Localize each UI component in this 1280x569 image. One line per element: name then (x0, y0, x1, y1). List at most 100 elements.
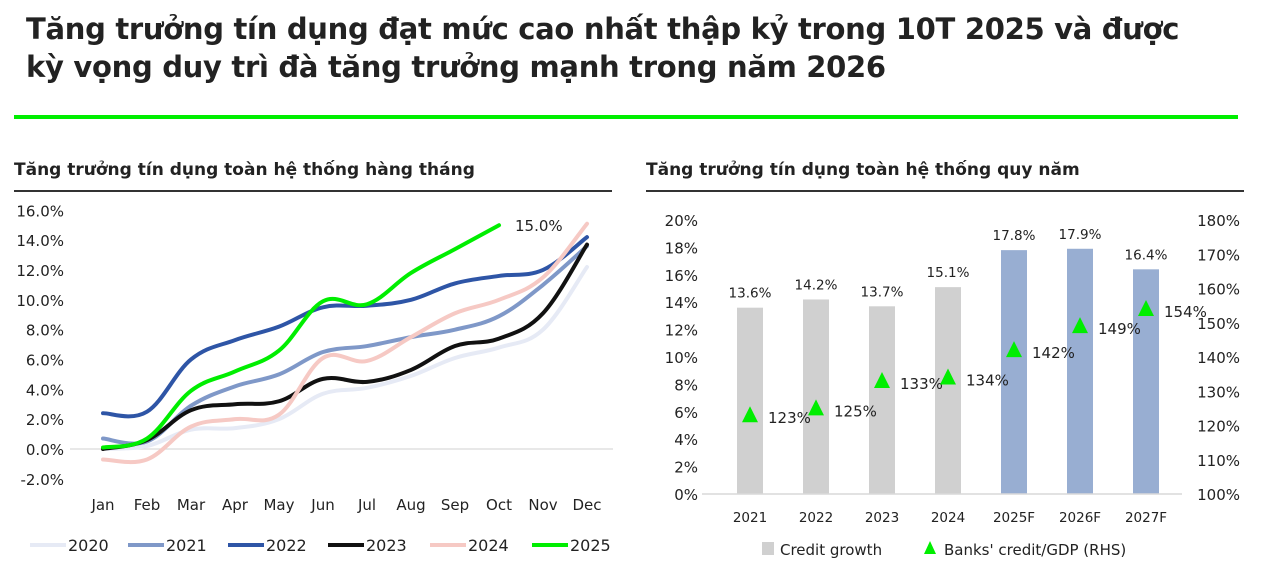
x-axis-tick-label: Nov (528, 496, 557, 514)
x-axis-tick-label: Feb (134, 496, 161, 514)
x-axis-tick-label: Jul (357, 496, 376, 514)
credit-gdp-value-label: 125% (834, 402, 877, 420)
left-chart-title: Tăng trưởng tín dụng toàn hệ thống hàng … (14, 160, 475, 180)
right-chart-title: Tăng trưởng tín dụng toàn hệ thống quy n… (646, 160, 1080, 180)
legend-credit-growth-swatch (762, 542, 774, 555)
bar-value-label: 17.9% (1059, 227, 1102, 243)
x-axis-tick-label: Apr (222, 496, 249, 514)
page-title-line-2: kỳ vọng duy trì đà tăng trưởng mạnh tron… (26, 50, 886, 84)
left-axis-tick-label: 16% (665, 267, 698, 285)
annual-credit-growth-bar-chart: 20% 18% 16% 14% 12% 10% 8% 6% 4% 2% 0% 180% 170% 160%… (665, 212, 1240, 559)
credit-gdp-triangle-marker (940, 368, 956, 385)
x-axis-category-label: 2023 (865, 510, 899, 526)
right-axis-tick-label: 150% (1197, 315, 1240, 333)
legend-label: 2022 (266, 536, 307, 555)
x-axis-category-label: 2027F (1125, 510, 1167, 526)
credit-gdp-value-label: 134% (966, 372, 1009, 390)
legend-label: 2021 (166, 536, 207, 555)
y-axis-tick-label: 16.0% (16, 202, 64, 220)
x-axis-tick-label: May (263, 496, 294, 514)
bar-value-label: 17.8% (993, 228, 1036, 244)
credit-gdp-triangle-marker (1006, 341, 1022, 358)
credit-growth-bar (737, 307, 763, 494)
x-axis-category-label: 2022 (799, 510, 833, 526)
page-title-line-1: Tăng trưởng tín dụng đạt mức cao nhất th… (26, 12, 1180, 46)
bar-value-label: 16.4% (1125, 247, 1168, 263)
y-axis-tick-label: 0.0% (26, 441, 64, 459)
credit-growth-bar (1001, 250, 1027, 494)
x-axis-tick-label: Aug (396, 496, 425, 514)
legend-label: 2024 (468, 536, 509, 555)
x-axis-category-label: 2025F (993, 510, 1035, 526)
series-line-2022 (101, 235, 589, 419)
right-axis-tick-label: 120% (1197, 418, 1240, 436)
credit-growth-bar (869, 306, 895, 494)
right-chart-title-rule (646, 190, 1244, 192)
x-axis-tick-label: Jun (310, 496, 334, 514)
right-axis-tick-label: 170% (1197, 246, 1240, 264)
credit-gdp-triangle-marker (1138, 300, 1154, 317)
bar-value-label: 13.6% (729, 286, 772, 302)
series-line-2023 (101, 242, 589, 451)
credit-gdp-triangle-marker (874, 371, 890, 388)
y-axis-tick-label: 14.0% (16, 232, 64, 250)
left-axis-tick-label: 20% (665, 212, 698, 230)
series-line-2025 (101, 223, 501, 450)
y-axis-tick-label: 12.0% (16, 262, 64, 280)
left-axis-tick-label: 14% (665, 294, 698, 312)
left-axis-tick-label: 12% (665, 322, 698, 340)
x-axis-tick-label: Oct (486, 496, 512, 514)
legend-credit-growth-label: Credit growth (780, 541, 882, 559)
left-axis-tick-label: 4% (674, 431, 698, 449)
right-axis-tick-label: 180% (1197, 212, 1240, 230)
right-axis-tick-label: 140% (1197, 349, 1240, 367)
right-axis-tick-label: 130% (1197, 383, 1240, 401)
left-axis-tick-label: 10% (665, 349, 698, 367)
bar-value-label: 15.1% (927, 265, 970, 281)
x-axis-tick-label: Dec (572, 496, 601, 514)
x-axis-tick-label: Mar (177, 496, 206, 514)
legend-credit-gdp-triangle-icon (924, 541, 936, 554)
x-axis-tick-label: Jan (90, 496, 114, 514)
credit-gdp-value-label: 142% (1032, 344, 1075, 362)
left-axis-tick-label: 18% (665, 239, 698, 257)
credit-growth-bar (935, 287, 961, 494)
bar-value-label: 14.2% (795, 277, 838, 293)
x-axis-category-label: 2026F (1059, 510, 1101, 526)
credit-growth-bar (803, 299, 829, 494)
y-axis-tick-label: 8.0% (26, 322, 64, 340)
left-axis-tick-label: 6% (674, 404, 698, 422)
left-axis-tick-label: 8% (674, 376, 698, 394)
y-axis-tick-label: 10.0% (16, 292, 64, 310)
x-axis-category-label: 2021 (733, 510, 767, 526)
legend-credit-gdp-label: Banks' credit/GDP (RHS) (944, 541, 1126, 559)
bar-value-label: 13.7% (861, 284, 904, 300)
legend-label: 2023 (366, 536, 407, 555)
y-axis-tick-label: 2.0% (26, 411, 64, 429)
series-line-2024 (101, 221, 589, 465)
credit-gdp-value-label: 149% (1098, 320, 1141, 338)
credit-gdp-triangle-marker (808, 399, 824, 416)
legend-label: 2025 (570, 536, 611, 555)
accent-divider (14, 115, 1238, 119)
left-axis-tick-label: 2% (674, 459, 698, 477)
right-axis-tick-label: 110% (1197, 452, 1240, 470)
x-axis-category-label: 2024 (931, 510, 965, 526)
y-axis-tick-label: -2.0% (20, 471, 64, 489)
credit-gdp-triangle-marker (742, 406, 758, 423)
credit-gdp-value-label: 123% (768, 409, 811, 427)
right-axis-tick-label: 160% (1197, 281, 1240, 299)
monthly-credit-growth-line-chart: 16.0% 14.0% 12.0% 10.0% 8.0% 6.0% 4.0% 2.0% 0.0%… (16, 202, 613, 555)
credit-gdp-value-label: 133% (900, 375, 943, 393)
left-axis-tick-label: 0% (674, 486, 698, 504)
credit-gdp-value-label: 154% (1164, 303, 1207, 321)
left-chart-title-rule (14, 190, 612, 192)
credit-gdp-triangle-marker (1072, 317, 1088, 334)
y-axis-tick-label: 6.0% (26, 351, 64, 369)
right-axis-tick-label: 100% (1197, 486, 1240, 504)
credit-growth-bar (1067, 248, 1093, 494)
series-end-label: 15.0% (515, 217, 563, 235)
legend-label: 2020 (68, 536, 109, 555)
y-axis-tick-label: 4.0% (26, 381, 64, 399)
page-title: Tăng trưởng tín dụng đạt mức cao nhất th… (26, 10, 1266, 86)
